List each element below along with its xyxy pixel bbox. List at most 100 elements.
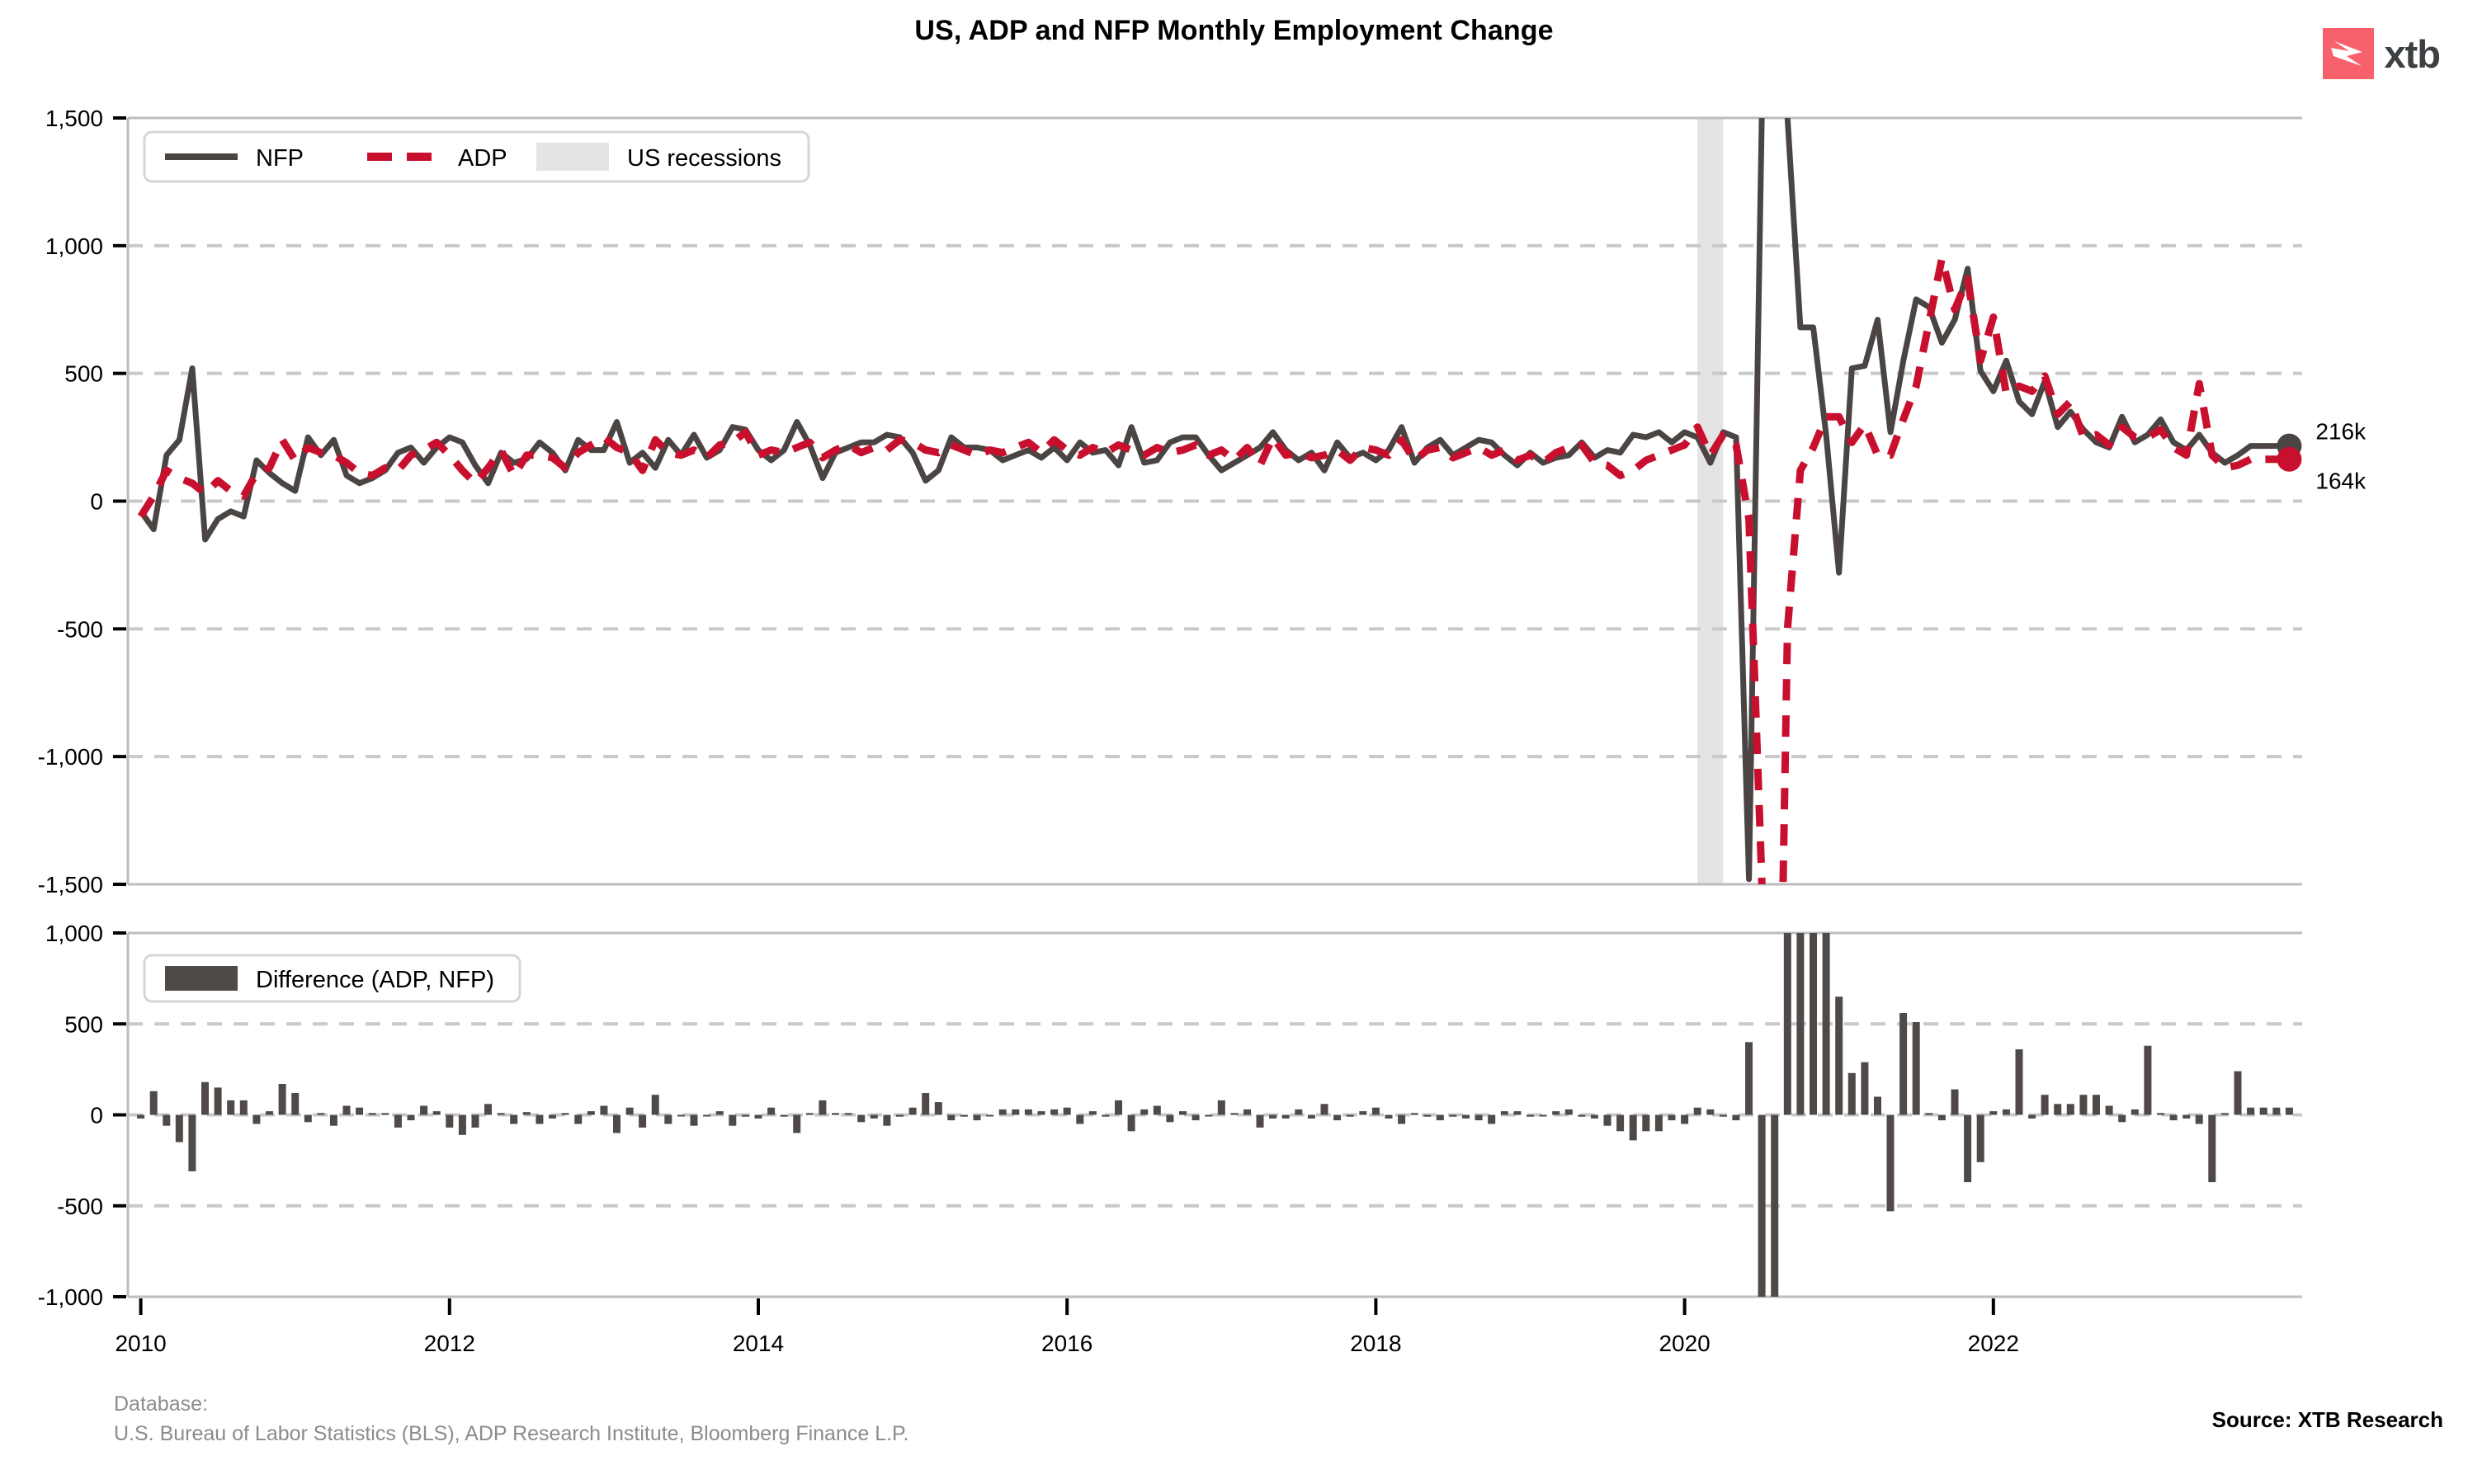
difference-bar <box>2028 1114 2036 1119</box>
difference-bar <box>1371 1107 1380 1115</box>
difference-bar <box>549 1114 556 1119</box>
difference-bar <box>896 1114 904 1117</box>
difference-bar <box>1127 1114 1135 1132</box>
difference-bar <box>703 1114 711 1117</box>
difference-bar <box>587 1111 595 1115</box>
difference-bar <box>2131 1109 2139 1115</box>
difference-bar <box>2066 1104 2074 1115</box>
difference-bar <box>908 1107 917 1115</box>
difference-bar <box>1912 1022 1920 1115</box>
y-tick-label: 500 <box>64 1011 103 1037</box>
difference-bar <box>986 1114 994 1117</box>
difference-bar <box>574 1114 583 1124</box>
difference-bar <box>214 1087 222 1115</box>
difference-bar <box>793 1114 801 1133</box>
difference-bar <box>960 1114 968 1117</box>
difference-bar <box>1886 1114 1895 1212</box>
difference-bar <box>2054 1104 2062 1115</box>
difference-bar <box>1771 1114 1779 1297</box>
difference-bar <box>1102 1114 1110 1117</box>
difference-bar <box>1616 1114 1625 1132</box>
difference-bar <box>2079 1095 2088 1115</box>
difference-bar <box>1166 1114 1174 1123</box>
difference-bar <box>1063 1107 1071 1115</box>
difference-bar <box>1783 933 1791 1115</box>
difference-bar <box>973 1114 981 1121</box>
x-tick-label: 2018 <box>1350 1331 1401 1356</box>
difference-bar <box>613 1114 621 1133</box>
x-tick-label: 2010 <box>115 1331 166 1356</box>
difference-bar <box>1590 1114 1598 1119</box>
difference-bar <box>1398 1114 1406 1124</box>
difference-bar <box>1719 1114 1727 1117</box>
difference-bar <box>883 1114 891 1126</box>
difference-bar <box>1050 1109 1059 1115</box>
difference-bar <box>1642 1114 1650 1132</box>
difference-bar <box>291 1093 300 1115</box>
difference-bar <box>664 1114 672 1124</box>
difference-bar <box>432 1111 441 1115</box>
difference-bar <box>1564 1109 1573 1115</box>
difference-bar <box>2272 1107 2281 1115</box>
panel1-axes: 1,500 1,000 500 0 -500 -1,000 -1,500 <box>38 106 2302 897</box>
y-tick-label: -1,000 <box>38 744 103 770</box>
difference-bar <box>1861 1062 1869 1115</box>
series-line-adp <box>137 254 2290 884</box>
difference-bar <box>1140 1109 1149 1115</box>
difference-bar <box>536 1114 544 1124</box>
difference-bar <box>729 1114 737 1126</box>
difference-bar <box>934 1102 942 1115</box>
difference-bar <box>715 1111 724 1115</box>
x-axis: 2010 2012 2014 2016 2018 2020 2022 <box>115 1298 2019 1356</box>
database-sources: U.S. Bureau of Labor Statistics (BLS), A… <box>114 1422 909 1446</box>
difference-bar <box>1076 1114 1084 1124</box>
difference-bar <box>201 1081 209 1115</box>
difference-bar <box>2247 1107 2255 1115</box>
difference-bar <box>625 1107 634 1115</box>
y-tick-label: 1,000 <box>45 233 103 259</box>
difference-bar <box>2285 1107 2293 1115</box>
difference-bar <box>1745 1042 1753 1115</box>
difference-bar <box>832 1113 839 1115</box>
difference-bar <box>497 1113 505 1115</box>
difference-bar <box>2169 1114 2178 1121</box>
series-lines <box>137 118 2290 884</box>
legend-label: NFP <box>256 145 304 172</box>
difference-bar <box>1281 1114 1290 1119</box>
difference-bar <box>1037 1111 1045 1115</box>
x-tick-label: 2020 <box>1659 1331 1710 1356</box>
difference-bar <box>922 1093 930 1115</box>
difference-bar <box>1796 933 1805 1115</box>
difference-bar <box>1937 1114 1946 1121</box>
difference-bar <box>1668 1114 1676 1121</box>
legend-label: ADP <box>458 145 507 172</box>
difference-bar <box>2234 1071 2242 1115</box>
difference-bar <box>1012 1109 1020 1115</box>
difference-bar <box>1629 1114 1637 1141</box>
database-label: Database: <box>114 1392 208 1416</box>
difference-bar <box>278 1084 286 1115</box>
difference-bar <box>510 1114 518 1124</box>
y-tick-label: 1,000 <box>45 921 103 946</box>
difference-bar <box>252 1114 261 1124</box>
difference-bar <box>1925 1113 1933 1115</box>
difference-bar <box>163 1114 171 1126</box>
difference-bar <box>780 1114 788 1117</box>
difference-bar <box>805 1113 814 1115</box>
difference-bar <box>368 1113 376 1115</box>
difference-bar <box>342 1105 351 1115</box>
difference-bar <box>356 1107 364 1115</box>
difference-bar <box>1243 1109 1251 1115</box>
difference-bar <box>1153 1105 1161 1115</box>
difference-bar <box>149 1091 158 1115</box>
difference-bar <box>639 1114 647 1128</box>
xtb-logo: xtb <box>2322 28 2441 79</box>
difference-bar <box>420 1105 428 1115</box>
difference-bar <box>1346 1114 1354 1117</box>
source-note: Source: XTB Research <box>2211 1407 2443 1432</box>
difference-bar <box>1333 1114 1342 1121</box>
x-tick-label: 2022 <box>1968 1331 2019 1356</box>
legend-swatch-difference <box>165 966 238 991</box>
difference-bar <box>1847 1072 1856 1115</box>
